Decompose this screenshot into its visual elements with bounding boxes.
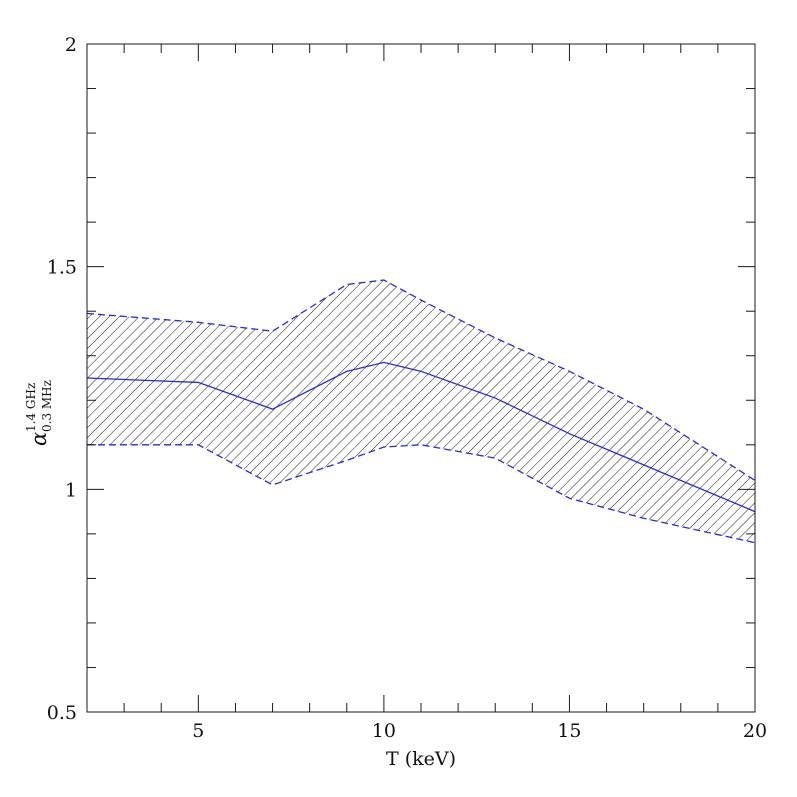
x-axis-label: T (keV) bbox=[386, 748, 456, 770]
x-tick-labels: 5 10 15 20 bbox=[192, 720, 767, 742]
series-upper-bound bbox=[86, 279, 756, 481]
series-central bbox=[86, 361, 756, 513]
y-tick-labels: 0.5 1 1.5 2 bbox=[47, 34, 77, 724]
y-axis-label: α 1.4 GHz 0.3 MHz bbox=[24, 380, 54, 446]
y-tick-label: 1.5 bbox=[47, 257, 77, 279]
x-tick-label: 20 bbox=[743, 720, 767, 742]
series-lower-bound bbox=[87, 444, 756, 544]
y-axis-label-symbol: α bbox=[27, 432, 51, 446]
series-layer bbox=[86, 279, 756, 544]
y-tick-label: 0.5 bbox=[47, 702, 77, 724]
x-tick-label: 10 bbox=[372, 720, 396, 742]
y-axis-label-subscript: 0.3 MHz bbox=[40, 380, 54, 432]
tick-marks bbox=[87, 44, 755, 712]
x-tick-label: 5 bbox=[192, 720, 204, 742]
y-axis-label-superscript: 1.4 GHz bbox=[24, 383, 38, 432]
y-tick-label: 2 bbox=[65, 34, 77, 56]
confidence-band bbox=[87, 280, 755, 543]
y-tick-label: 1 bbox=[65, 479, 77, 501]
x-tick-label: 15 bbox=[557, 720, 581, 742]
